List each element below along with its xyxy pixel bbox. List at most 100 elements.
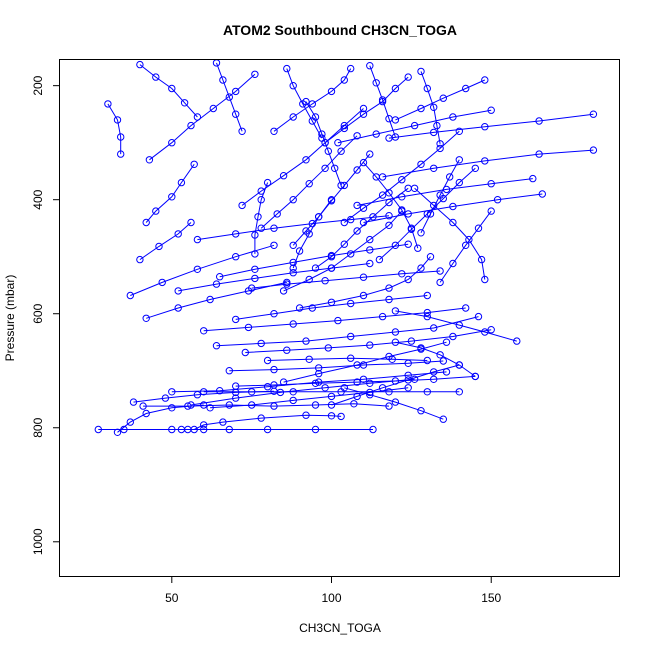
- data-point: [257, 224, 265, 232]
- data-point: [295, 247, 304, 255]
- data-point: [315, 378, 323, 386]
- series-23: [136, 218, 195, 264]
- data-point: [193, 391, 202, 399]
- series-line: [363, 193, 543, 223]
- data-point: [283, 346, 291, 354]
- series-line: [273, 68, 352, 132]
- data-point: [212, 60, 221, 67]
- data-point: [436, 267, 444, 275]
- data-point: [289, 196, 297, 204]
- series-line: [146, 281, 287, 319]
- data-point: [455, 127, 463, 136]
- data-point: [423, 308, 431, 317]
- data-point: [455, 361, 463, 369]
- data-point: [161, 394, 170, 402]
- series-53: [366, 61, 400, 141]
- series-2: [139, 400, 393, 410]
- data-point: [417, 345, 425, 353]
- data-point: [353, 132, 361, 140]
- data-point: [327, 401, 336, 409]
- series-line: [331, 364, 460, 406]
- data-point: [251, 70, 259, 79]
- data-point: [423, 84, 431, 93]
- data-point: [232, 110, 240, 118]
- series-31: [378, 146, 598, 181]
- series-line: [149, 73, 256, 161]
- data-point: [347, 299, 355, 308]
- data-point: [340, 384, 348, 392]
- data-point: [136, 255, 144, 264]
- data-point: [251, 274, 259, 283]
- data-point: [152, 207, 160, 215]
- data-point: [474, 312, 483, 321]
- series-line: [210, 387, 409, 409]
- data-point: [219, 76, 227, 84]
- data-point: [462, 241, 470, 250]
- data-point: [241, 348, 250, 357]
- data-point: [251, 265, 259, 273]
- series-44: [279, 338, 451, 386]
- data-point: [353, 201, 361, 210]
- data-point: [385, 189, 393, 197]
- data-point: [426, 253, 435, 261]
- data-point: [430, 103, 438, 112]
- data-point: [481, 123, 489, 131]
- data-point: [263, 178, 272, 187]
- data-point: [372, 79, 380, 87]
- series-48: [410, 184, 489, 284]
- data-point: [327, 251, 336, 260]
- series-37: [174, 259, 374, 295]
- data-point: [449, 332, 457, 341]
- series-36: [340, 384, 447, 423]
- data-point: [126, 418, 135, 426]
- data-point: [238, 201, 246, 210]
- series-34: [391, 307, 521, 345]
- data-point: [347, 332, 355, 341]
- data-point: [359, 291, 368, 300]
- data-point: [244, 323, 253, 332]
- series-line: [337, 109, 492, 144]
- data-point: [187, 401, 195, 409]
- series-line: [267, 357, 428, 361]
- data-point: [385, 115, 393, 123]
- data-point: [200, 421, 208, 429]
- series-16: [340, 127, 463, 227]
- data-point: [155, 242, 163, 251]
- data-point: [270, 127, 278, 136]
- data-point: [347, 354, 355, 362]
- series-line: [344, 130, 460, 223]
- series-line: [388, 113, 594, 139]
- data-point: [436, 351, 444, 359]
- series-17: [238, 104, 368, 210]
- data-point: [391, 133, 400, 141]
- data-point: [337, 412, 345, 421]
- series-line: [216, 62, 243, 132]
- data-point: [283, 280, 291, 288]
- series-line: [229, 360, 444, 372]
- series-line: [324, 76, 409, 144]
- data-point: [513, 337, 521, 345]
- data-point: [404, 275, 412, 284]
- series-line: [286, 68, 323, 139]
- data-point: [471, 372, 479, 381]
- data-point: [385, 295, 393, 304]
- series-line: [107, 103, 122, 155]
- series-line: [219, 243, 409, 278]
- series-line: [117, 404, 204, 433]
- data-point: [308, 304, 316, 312]
- data-point: [353, 166, 361, 174]
- series-26: [104, 100, 125, 158]
- data-point: [423, 312, 431, 321]
- data-point: [200, 425, 208, 434]
- data-point: [193, 265, 202, 273]
- data-point: [359, 273, 368, 281]
- data-point: [436, 191, 444, 199]
- data-point: [324, 147, 332, 155]
- data-point: [398, 176, 406, 184]
- series-line: [420, 159, 460, 234]
- data-point: [404, 384, 412, 392]
- data-point: [225, 401, 234, 409]
- data-point: [417, 264, 425, 272]
- data-point: [305, 275, 313, 284]
- data-point: [340, 124, 348, 133]
